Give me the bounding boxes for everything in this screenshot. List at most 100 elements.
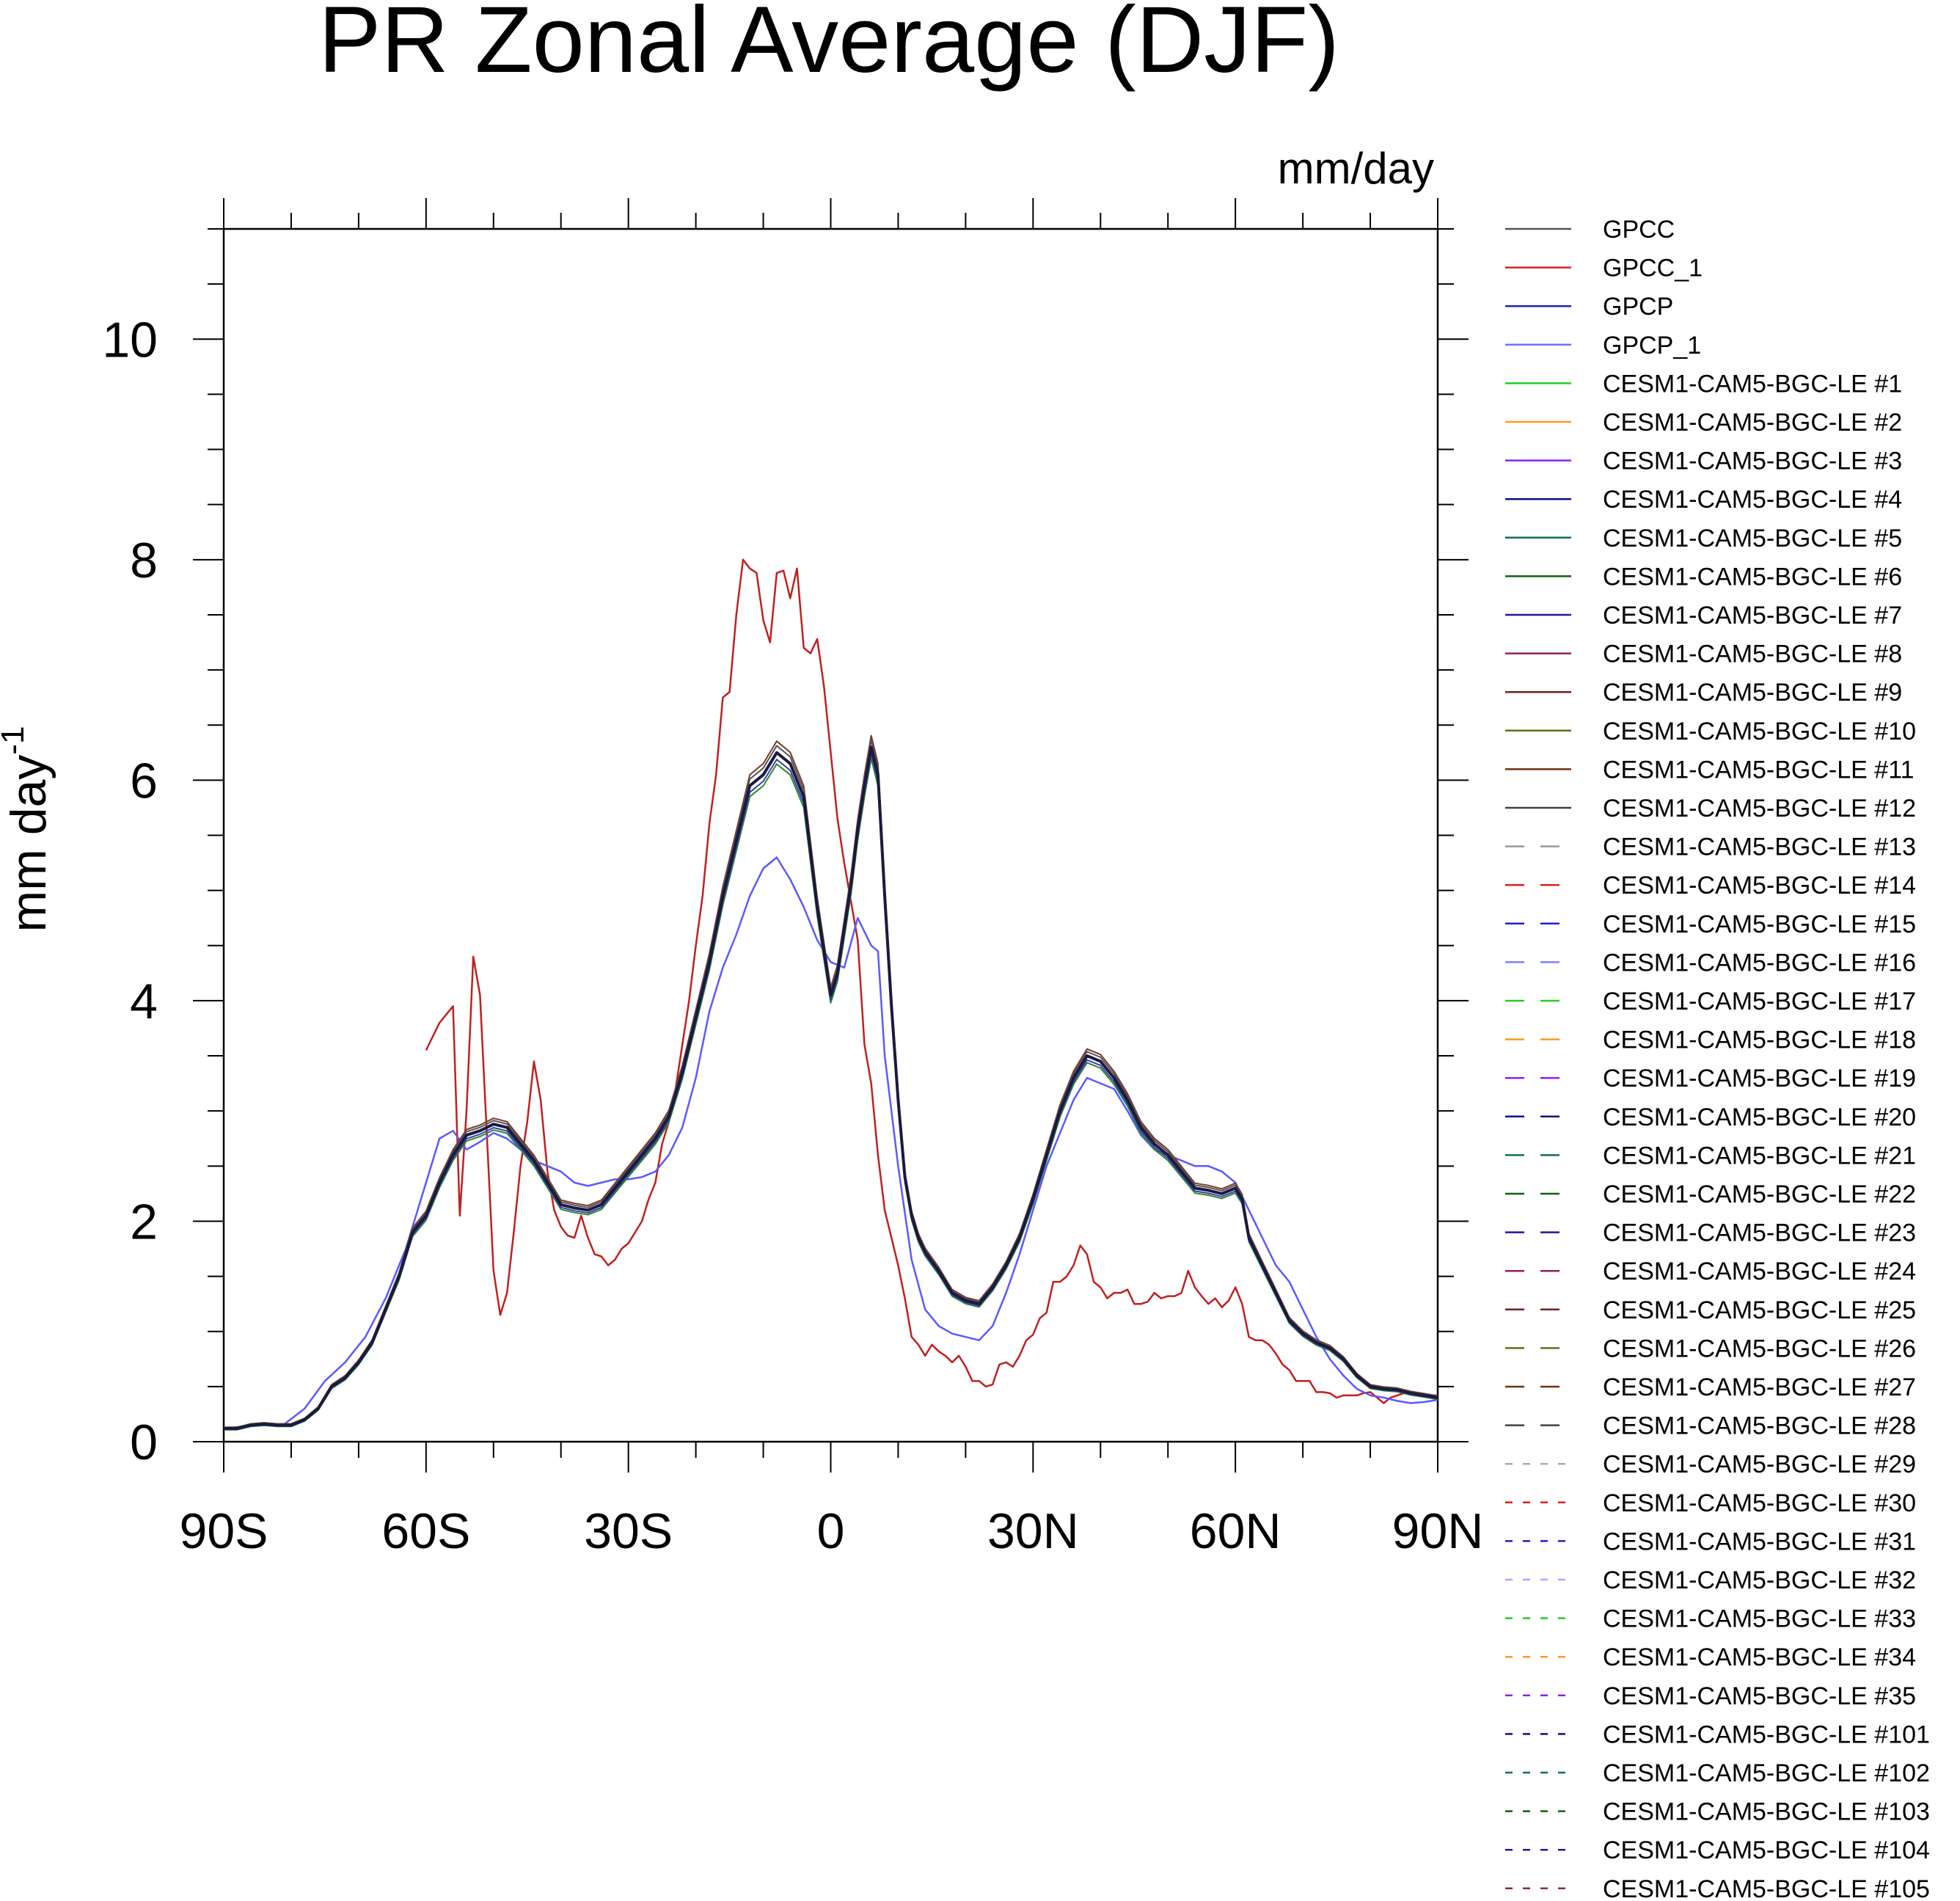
y-tick-label: 4 xyxy=(130,974,158,1029)
y-axis-label: mm day-1 xyxy=(0,726,56,933)
legend-label: CESM1-CAM5-BGC-LE #8 xyxy=(1603,641,1902,668)
legend-label: CESM1-CAM5-BGC-LE #25 xyxy=(1603,1296,1916,1324)
series-line-gpcc-1 xyxy=(425,558,1438,1404)
legend-item: CESM1-CAM5-BGC-LE #24 xyxy=(1505,1258,1916,1285)
legend-item: CESM1-CAM5-BGC-LE #16 xyxy=(1505,949,1916,977)
legend-label: CESM1-CAM5-BGC-LE #34 xyxy=(1603,1643,1916,1671)
legend-item: CESM1-CAM5-BGC-LE #1 xyxy=(1505,370,1902,398)
legend-item: CESM1-CAM5-BGC-LE #11 xyxy=(1505,756,1915,784)
x-tick-label: 90S xyxy=(180,1503,268,1559)
legend-item: CESM1-CAM5-BGC-LE #101 xyxy=(1505,1721,1930,1748)
legend-label: CESM1-CAM5-BGC-LE #9 xyxy=(1603,679,1902,707)
legend-item: GPCP xyxy=(1505,293,1673,321)
legend-item: CESM1-CAM5-BGC-LE #7 xyxy=(1505,602,1902,630)
legend-label: CESM1-CAM5-BGC-LE #104 xyxy=(1603,1836,1930,1864)
legend-item: CESM1-CAM5-BGC-LE #33 xyxy=(1505,1605,1916,1633)
ensemble-spread-line xyxy=(224,734,1438,1429)
legend-item: CESM1-CAM5-BGC-LE #104 xyxy=(1505,1836,1930,1864)
legend-item: CESM1-CAM5-BGC-LE #3 xyxy=(1505,448,1902,475)
y-axis-label-text: mm day xyxy=(1,755,56,933)
legend-label: CESM1-CAM5-BGC-LE #31 xyxy=(1603,1528,1916,1555)
legend-label: CESM1-CAM5-BGC-LE #11 xyxy=(1603,756,1915,784)
legend-item: GPCC_1 xyxy=(1505,255,1703,282)
chart-title: PR Zonal Average (DJF) xyxy=(318,0,1339,92)
legend-label: CESM1-CAM5-BGC-LE #12 xyxy=(1603,795,1916,822)
y-tick-label: 2 xyxy=(130,1194,158,1249)
legend-label: GPCC xyxy=(1603,216,1675,244)
legend-label: CESM1-CAM5-BGC-LE #15 xyxy=(1603,911,1916,938)
legend-label: CESM1-CAM5-BGC-LE #16 xyxy=(1603,949,1916,977)
legend-item: CESM1-CAM5-BGC-LE #105 xyxy=(1505,1875,1930,1901)
units-label: mm/day xyxy=(1278,144,1434,193)
legend-item: CESM1-CAM5-BGC-LE #103 xyxy=(1505,1798,1930,1826)
legend-item: CESM1-CAM5-BGC-LE #20 xyxy=(1505,1103,1916,1131)
legend-label: CESM1-CAM5-BGC-LE #33 xyxy=(1603,1605,1916,1633)
legend-label: CESM1-CAM5-BGC-LE #1 xyxy=(1603,370,1902,398)
legend-label: CESM1-CAM5-BGC-LE #27 xyxy=(1603,1373,1916,1401)
y-tick-label: 0 xyxy=(130,1415,158,1470)
series-line-cesm1-cam5-bgc-le xyxy=(224,745,1438,1430)
legend-item: CESM1-CAM5-BGC-LE #4 xyxy=(1505,486,1902,514)
legend: GPCC GPCC_1 GPCP GPCP_1 CESM1-CAM5-BGC-LE #1… xyxy=(1505,216,1930,1901)
legend-label: CESM1-CAM5-BGC-LE #2 xyxy=(1603,409,1902,437)
y-tick-label: 10 xyxy=(102,312,158,368)
legend-label: CESM1-CAM5-BGC-LE #5 xyxy=(1603,525,1902,552)
legend-label: CESM1-CAM5-BGC-LE #18 xyxy=(1603,1026,1916,1054)
legend-item: CESM1-CAM5-BGC-LE #8 xyxy=(1505,641,1902,668)
legend-item: CESM1-CAM5-BGC-LE #22 xyxy=(1505,1181,1916,1208)
legend-item: CESM1-CAM5-BGC-LE #21 xyxy=(1505,1142,1916,1170)
legend-item: CESM1-CAM5-BGC-LE #29 xyxy=(1505,1451,1916,1478)
legend-label: CESM1-CAM5-BGC-LE #6 xyxy=(1603,563,1902,591)
legend-label: CESM1-CAM5-BGC-LE #35 xyxy=(1603,1682,1916,1710)
legend-item: GPCC xyxy=(1505,216,1675,244)
legend-label: CESM1-CAM5-BGC-LE #7 xyxy=(1603,602,1902,630)
x-tick-label: 90N xyxy=(1392,1503,1484,1559)
legend-item: CESM1-CAM5-BGC-LE #17 xyxy=(1505,988,1916,1015)
legend-item: CESM1-CAM5-BGC-LE #27 xyxy=(1505,1373,1916,1401)
legend-item: CESM1-CAM5-BGC-LE #15 xyxy=(1505,911,1916,938)
legend-label: CESM1-CAM5-BGC-LE #19 xyxy=(1603,1065,1916,1092)
legend-item: CESM1-CAM5-BGC-LE #35 xyxy=(1505,1682,1916,1710)
legend-label: CESM1-CAM5-BGC-LE #4 xyxy=(1603,486,1902,514)
x-tick-label: 0 xyxy=(817,1503,845,1559)
legend-item: CESM1-CAM5-BGC-LE #12 xyxy=(1505,795,1916,822)
legend-item: CESM1-CAM5-BGC-LE #32 xyxy=(1505,1566,1916,1594)
legend-label: GPCP xyxy=(1603,293,1673,321)
ensemble-spread-line xyxy=(224,758,1438,1431)
legend-label: CESM1-CAM5-BGC-LE #30 xyxy=(1603,1489,1916,1517)
legend-label: CESM1-CAM5-BGC-LE #105 xyxy=(1603,1875,1930,1901)
legend-label: CESM1-CAM5-BGC-LE #17 xyxy=(1603,988,1916,1015)
legend-label: CESM1-CAM5-BGC-LE #26 xyxy=(1603,1335,1916,1362)
legend-label: CESM1-CAM5-BGC-LE #24 xyxy=(1603,1258,1916,1285)
legend-item: CESM1-CAM5-BGC-LE #5 xyxy=(1505,525,1902,552)
legend-item: CESM1-CAM5-BGC-LE #25 xyxy=(1505,1296,1916,1324)
legend-label: GPCP_1 xyxy=(1603,332,1701,360)
y-tick-label: 6 xyxy=(130,753,158,809)
legend-item: CESM1-CAM5-BGC-LE #10 xyxy=(1505,718,1916,745)
y-axis-label-superscript: -1 xyxy=(0,726,31,755)
legend-item: CESM1-CAM5-BGC-LE #26 xyxy=(1505,1335,1916,1362)
y-tick-label: 8 xyxy=(130,533,158,588)
legend-label: CESM1-CAM5-BGC-LE #28 xyxy=(1603,1412,1916,1440)
legend-label: CESM1-CAM5-BGC-LE #3 xyxy=(1603,448,1902,475)
legend-item: GPCP_1 xyxy=(1505,332,1701,360)
series-group xyxy=(223,558,1438,1431)
legend-label: CESM1-CAM5-BGC-LE #14 xyxy=(1603,872,1916,900)
legend-label: CESM1-CAM5-BGC-LE #103 xyxy=(1603,1798,1930,1826)
x-axis: 90S 60S 30S 0 30N 60N 90N xyxy=(180,198,1484,1559)
legend-label: CESM1-CAM5-BGC-LE #32 xyxy=(1603,1566,1916,1594)
legend-item: CESM1-CAM5-BGC-LE #9 xyxy=(1505,679,1902,707)
legend-label: CESM1-CAM5-BGC-LE #10 xyxy=(1603,718,1916,745)
legend-item: CESM1-CAM5-BGC-LE #13 xyxy=(1505,833,1916,861)
x-tick-label: 60S xyxy=(381,1503,470,1559)
legend-label: CESM1-CAM5-BGC-LE #22 xyxy=(1603,1181,1916,1208)
legend-item: CESM1-CAM5-BGC-LE #34 xyxy=(1505,1643,1916,1671)
legend-label: CESM1-CAM5-BGC-LE #13 xyxy=(1603,833,1916,861)
legend-label: CESM1-CAM5-BGC-LE #20 xyxy=(1603,1103,1916,1131)
series-line-gpcp-1 xyxy=(223,856,1438,1430)
legend-item: CESM1-CAM5-BGC-LE #14 xyxy=(1505,872,1916,900)
legend-label: CESM1-CAM5-BGC-LE #23 xyxy=(1603,1219,1916,1247)
legend-item: CESM1-CAM5-BGC-LE #2 xyxy=(1505,409,1902,437)
x-tick-label: 30S xyxy=(584,1503,673,1559)
